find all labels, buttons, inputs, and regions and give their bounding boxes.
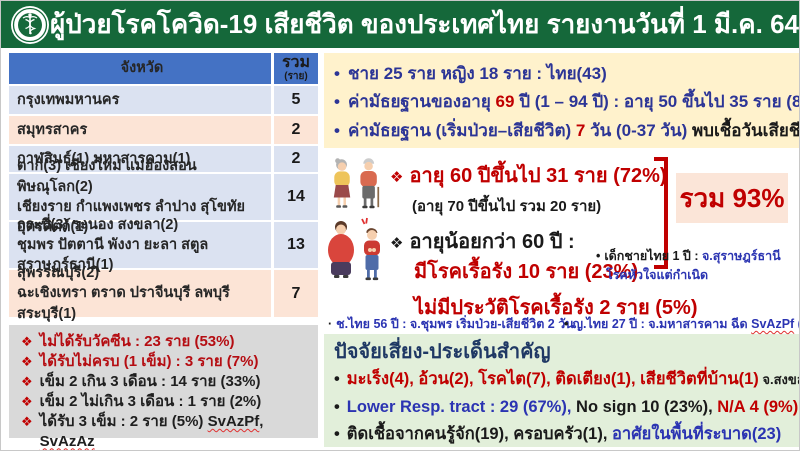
content-area: จังหวัด รวม (ราย) กรุงเทพมหานคร 5 สมุทรส…: [1, 50, 799, 450]
province-cell: สมุทรสาคร: [17, 121, 88, 138]
diamond-bullet-icon: ❖: [390, 169, 404, 186]
vaccine-item-2doses-under3m: ❖ เข็ม 2 ไม่เกิน 3 เดือน : 1 ราย (2%): [21, 392, 262, 410]
total-cell: 13: [271, 222, 318, 268]
risk-line-contact: • ติดเชื้อจากคนรู้จัก(19), ครอบครัว(1), อ…: [334, 425, 782, 444]
col-total-header: รวม (ราย): [271, 53, 318, 84]
table-row: สุพรรณบุรี(2) ฉะเชิงเทรา ตราด ปราจีนบุรี…: [9, 265, 318, 322]
vaccine-item-3doses: ❖ ได้รับ 3 เข็ม : 2 ราย (5%) SvAzPf, SvA…: [21, 412, 264, 450]
left-column: จังหวัด รวม (ราย) กรุงเทพมหานคร 5 สมุทรส…: [9, 53, 318, 450]
summary-line-onset-median: • ค่ามัธยฐาน (เริ่มป่วย–เสียชีวิต) 7 วัน …: [334, 120, 800, 140]
age-70plus-subline: (อายุ 70 ปีขึ้นไป รวม 20 ราย): [412, 198, 602, 215]
small-dot-bullet-icon: ·: [328, 317, 333, 331]
province-cell: กรุงเทพมหานคร: [17, 91, 120, 108]
col-province-header: จังหวัด: [120, 60, 164, 77]
dot-bullet-icon: •: [334, 425, 340, 444]
province-cell: กาฬสินธุ์(1) มหาสารคาม(1): [17, 150, 191, 167]
col-total-sublabel: (ราย): [284, 70, 308, 82]
total-cell: 2: [271, 146, 318, 172]
diamond-bullet-icon: ❖: [21, 373, 33, 389]
province-table: จังหวัด รวม (ราย) กรุงเทพมหานคร 5 สมุทรส…: [9, 53, 318, 322]
red-bracket: [654, 157, 668, 269]
col-total-label: รวม: [281, 53, 311, 71]
summary-line-age-median: • ค่ามัธยฐานของอายุ 69 ปี (1 – 94 ปี) : อ…: [334, 92, 800, 112]
province-cell-line1: กระบี่(3) ระนอง สงขลา(2): [17, 216, 179, 233]
diamond-bullet-icon: ❖: [21, 393, 33, 409]
dot-bullet-icon: •: [334, 120, 340, 140]
dot-bullet-icon: •: [564, 317, 569, 331]
summary-line-gender: • ชาย 25 ราย หญิง 18 ราย : ไทย(43): [334, 64, 607, 83]
right-column: • ชาย 25 ราย หญิง 18 ราย : ไทย(43) • ค่ามั…: [324, 53, 800, 447]
vaccine-item-2doses-over3m: ❖ เข็ม 2 เกิน 3 เดือน : 14 ราย (33%): [21, 372, 261, 390]
page-title-main: ผู้ป่วยโรคโควิด-19 เสียชีวิต ของประเทศไท…: [50, 9, 800, 39]
vaccine-item-none: ❖ ไม่ได้รับวัคซีน : 23 ราย (53%): [21, 333, 235, 350]
note-female-27: •ญ.ไทย 27 ปี : จ.มหาสารคาม ฉีด SvAzPf (2…: [564, 317, 799, 331]
table-row: ตาก(3) เชียงใหม่ แม่ฮ่องสอน พิษณุโลก(2) …: [9, 158, 318, 235]
dot-bullet-icon: •: [596, 249, 601, 263]
total-cell: 5: [271, 86, 318, 114]
total-cell: 14: [271, 174, 318, 220]
table-row: สมุทรสาคร 2: [9, 116, 318, 146]
province-cell-line1: ตาก(3) เชียงใหม่ แม่ฮ่องสอน พิษณุโลก(2): [17, 158, 197, 195]
province-cell-line1: สุพรรณบุรี(2): [17, 265, 100, 282]
vaccine-status-panel: ❖ ไม่ได้รับวัคซีน : 23 ราย (53%) ❖ ได้รั…: [9, 325, 318, 450]
table-row: กรุงเทพมหานคร 5: [9, 86, 318, 116]
vaccine-code: SvAzPf: [207, 412, 260, 430]
diamond-bullet-icon: ❖: [21, 413, 33, 429]
vaccine-code: SvAzAz: [39, 432, 95, 450]
age-analysis-panel: ❖ อายุ 60 ปีขึ้นไป 31 ราย (72%) (อายุ 70 …: [324, 151, 799, 331]
young-obese-icon: [326, 217, 388, 288]
total-cell: 2: [271, 116, 318, 144]
vaccine-code: SvAzPf: [751, 317, 795, 331]
summary-panel: • ชาย 25 ราย หญิง 18 ราย : ไทย(43) • ค่ามั…: [324, 53, 800, 148]
dot-bullet-icon: •: [334, 64, 340, 83]
dot-bullet-icon: •: [334, 370, 340, 388]
age-under60-line: ❖ อายุน้อยกว่า 60 ปี :: [390, 231, 575, 253]
province-cell-line2: ฉะเชิงเทรา ตราด ปราจีนบุรี ลพบุรี สระบุร…: [17, 285, 230, 322]
page-title: ผู้ป่วยโรคโควิด-19 เสียชีวิต ของประเทศไท…: [50, 4, 800, 45]
total-93-badge: รวม 93%: [676, 173, 788, 223]
province-cell-line2: ชุมพร ปัตตานี พังงา ยะลา สตูล สุราษฎร์ธา…: [17, 236, 209, 274]
vaccine-item-partial: ❖ ได้รับไม่ครบ (1 เข็ม) : 3 ราย (7%): [21, 352, 259, 370]
risk-line-respiratory: • Lower Resp. tract : 29 (67%), No sign 1…: [334, 397, 799, 416]
diamond-bullet-icon: ❖: [390, 235, 404, 252]
elderly-couple-icon: [328, 153, 386, 220]
ministry-seal-icon: [10, 5, 50, 45]
risk-title: ปัจจัยเสี่ยง-ประเด็นสำคัญ: [334, 341, 551, 363]
chronic-disease-line: มีโรคเรื้อรัง 10 ราย (23%): [414, 261, 639, 283]
no-chronic-line: ไม่มีประวัติโรคเรื้อรัง 2 ราย (5%): [414, 297, 698, 319]
note-male-56: · ช.ไทย 56 ปี : จ.ชุมพร เริ่มป่วย-เสียชีว…: [328, 317, 574, 331]
risk-panel: ปัจจัยเสี่ยง-ประเด็นสำคัญ • มะเร็ง(4), อ้…: [324, 334, 799, 447]
dot-bullet-icon: •: [334, 397, 340, 416]
age-60plus-line: ❖ อายุ 60 ปีขึ้นไป 31 ราย (72%): [390, 165, 667, 187]
province-cell-line2: เชียงราย กำแพงเพชร ลำปาง สุโขทัย อุตรดิต…: [17, 199, 245, 236]
table-header-row: จังหวัด รวม (ราย): [9, 53, 318, 86]
table-row: กาฬสินธุ์(1) มหาสารคาม(1) 2: [9, 146, 318, 174]
total-cell: 7: [271, 270, 318, 317]
note-boy: • เด็กชายไทย 1 ปี : จ.สุราษฎร์ธานี โรคหัว…: [596, 249, 781, 283]
diamond-bullet-icon: ❖: [21, 353, 33, 369]
risk-line-comorbidity: • มะเร็ง(4), อ้วน(2), โรคไต(7), ติดเตียง(…: [334, 370, 799, 388]
header-bar: ผู้ป่วยโรคโควิด-19 เสียชีวิต ของประเทศไท…: [1, 1, 799, 50]
table-row: กระบี่(3) ระนอง สงขลา(2) ชุมพร ปัตตานี พ…: [9, 217, 318, 273]
diamond-bullet-icon: ❖: [21, 334, 33, 349]
dot-bullet-icon: •: [334, 92, 340, 112]
